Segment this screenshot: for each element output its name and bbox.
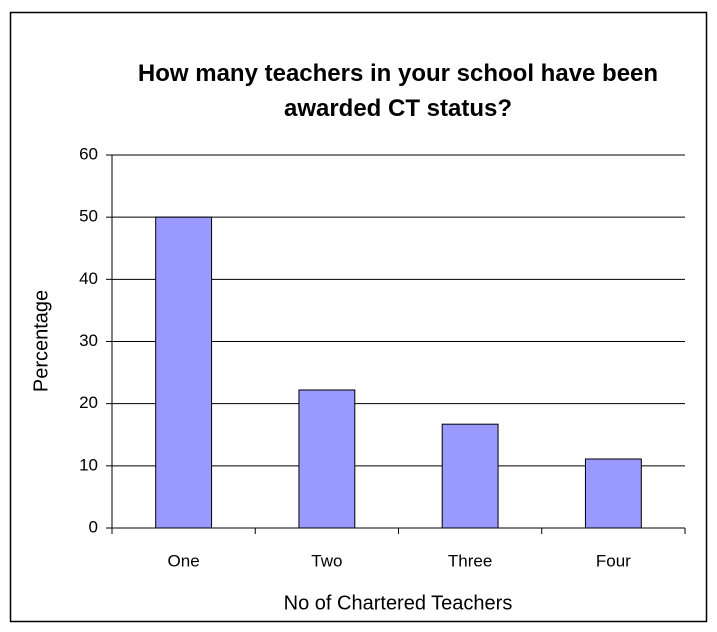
- y-tick-label: 0: [89, 517, 98, 536]
- x-tick-label: Two: [311, 551, 342, 570]
- y-tick-label: 50: [79, 207, 98, 226]
- y-tick-label: 40: [79, 269, 98, 288]
- x-axis-label: No of Chartered Teachers: [284, 592, 513, 614]
- bar: [298, 389, 356, 529]
- x-tick-label: One: [168, 551, 200, 570]
- bar: [441, 423, 499, 529]
- y-axis-label: Percentage: [30, 290, 52, 392]
- chart-border: [9, 11, 708, 623]
- y-tick-label: 10: [79, 455, 98, 474]
- x-tick-label: Four: [596, 551, 631, 570]
- y-tick-label: 20: [79, 393, 98, 412]
- y-tick-label: 30: [79, 331, 98, 350]
- y-tick-label: 60: [79, 144, 98, 163]
- bar: [584, 458, 642, 529]
- bar: [155, 216, 213, 529]
- chart-title: How many teachers in your school have be…: [137, 60, 659, 122]
- x-tick-label: Three: [448, 551, 492, 570]
